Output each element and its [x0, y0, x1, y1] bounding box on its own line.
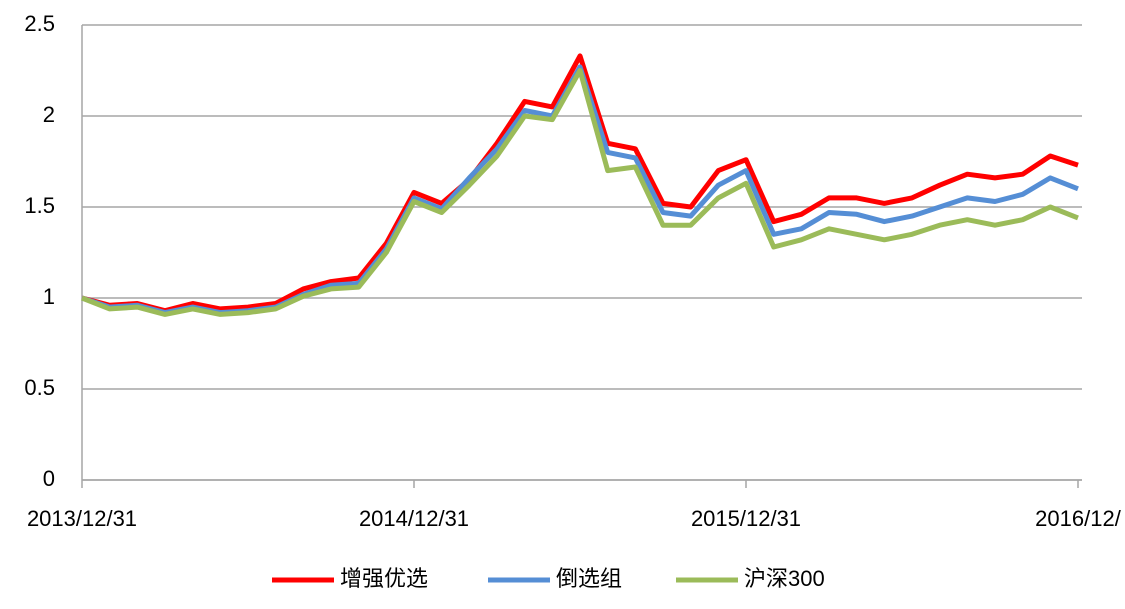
- x-tick-label: 2016/12/: [1035, 506, 1122, 531]
- x-tick-label: 2013/12/31: [27, 506, 137, 531]
- y-tick-label: 0: [43, 466, 55, 491]
- x-tick-label: 2015/12/31: [691, 506, 801, 531]
- legend-label: 沪深300: [744, 566, 825, 591]
- y-tick-label: 0.5: [24, 375, 55, 400]
- y-tick-label: 1: [43, 284, 55, 309]
- legend-label: 增强优选: [340, 566, 428, 591]
- y-tick-label: 1.5: [24, 193, 55, 218]
- series-line: [81, 53, 1079, 314]
- x-tick-label: 2014/12/31: [359, 506, 469, 531]
- series-line: [81, 68, 1079, 317]
- y-tick-label: 2.5: [24, 11, 55, 36]
- y-tick-label: 2: [43, 102, 55, 127]
- legend-label: 倒选组: [556, 566, 622, 591]
